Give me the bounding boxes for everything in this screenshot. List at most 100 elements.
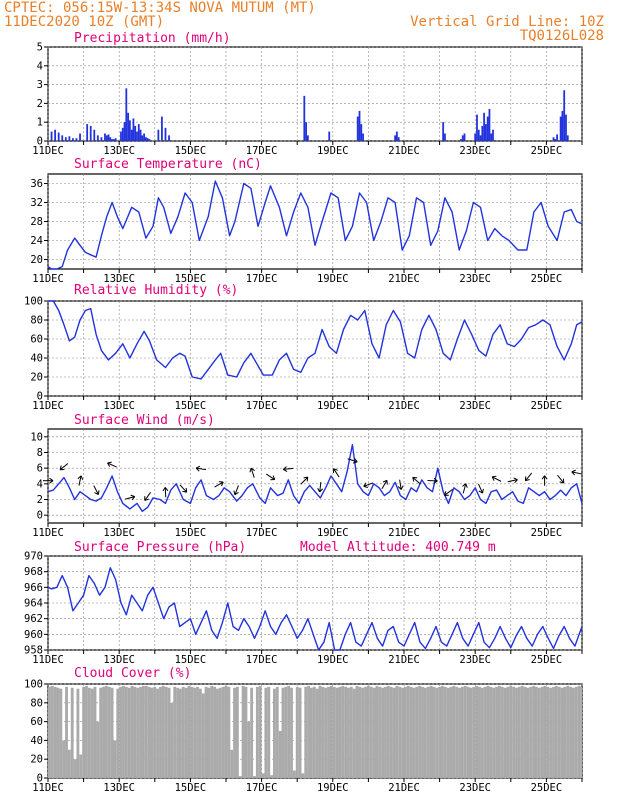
cloud-column: [580, 686, 582, 778]
precip-bar: [444, 133, 446, 141]
wind-arrow: [77, 475, 84, 486]
cloud-column: [298, 687, 302, 778]
cloud-column: [238, 776, 242, 778]
cloud-column: [495, 686, 498, 778]
cloud-column: [104, 685, 108, 778]
cloud-column: [87, 687, 91, 778]
y-tick-label: 8: [37, 447, 43, 459]
wind-arrow: [571, 469, 582, 476]
x-tick-label: 11DEC: [32, 400, 64, 412]
cloud-column: [224, 685, 228, 778]
cloud-column: [79, 754, 83, 778]
precip-bar: [395, 131, 398, 141]
y-tick-label: 2: [37, 98, 43, 110]
y-tick-label: 960: [24, 629, 43, 641]
x-tick-label: 25DEC: [531, 273, 563, 285]
cloud-column: [53, 686, 57, 778]
cloud-column: [557, 686, 561, 778]
precip-bar: [563, 90, 566, 141]
cloud-column: [107, 686, 111, 778]
cloud-column: [361, 687, 365, 778]
wind-arrow: [443, 489, 453, 496]
cloud-column: [460, 686, 464, 778]
cloud-column: [520, 685, 524, 778]
cloud-column: [113, 740, 117, 778]
cloud-column: [193, 687, 197, 778]
cloud-column: [90, 688, 94, 778]
precip-bar: [488, 109, 491, 141]
cloud-column: [204, 686, 208, 778]
cloud-column: [207, 687, 211, 778]
cloud-column: [161, 685, 165, 778]
precip-bar: [111, 139, 113, 141]
cloud-column: [449, 686, 453, 778]
wind-arrow: [524, 472, 533, 482]
precipitation-panel: Precipitation (mm/h) 0 1 2 3 4 5 11DEC 13DEC 15D…: [32, 31, 583, 157]
cloud-column: [50, 685, 54, 778]
precip-bar: [461, 135, 464, 141]
cloud-column: [480, 687, 484, 778]
cloud-cover-panel: Cloud Cover (%) 0 20 40 60 80 100 11DEC 13DEC 15…: [24, 666, 583, 794]
cloud-column: [366, 685, 370, 778]
y-tick-label: 0: [37, 391, 43, 403]
precip-bar: [356, 116, 359, 141]
cloud-column: [569, 686, 573, 778]
cloud-column: [438, 686, 442, 778]
precip-bar: [104, 133, 106, 141]
precip-bar: [460, 139, 462, 141]
cloud-column: [241, 685, 245, 778]
precip-bar: [120, 131, 122, 141]
wind-arrow: [214, 481, 224, 488]
wind-arrow: [179, 484, 188, 493]
y-tick-label: 962: [24, 613, 43, 625]
cloud-column: [509, 685, 513, 778]
x-tick-label: 11DEC: [32, 145, 64, 157]
cloud-column: [455, 686, 459, 778]
cloud-column: [253, 776, 256, 778]
cloud-column: [349, 686, 353, 778]
cloud-column: [304, 686, 308, 778]
cloud-column: [574, 686, 578, 778]
cloud-column: [301, 773, 305, 778]
x-tick-label: 19DEC: [317, 273, 349, 285]
precip-bar: [161, 116, 163, 141]
cloud-column: [164, 686, 168, 778]
cloud-column: [147, 686, 151, 778]
y-tick-label: 60: [30, 716, 43, 728]
y-tick-label: 60: [30, 334, 43, 346]
wind-panel: Surface Wind (m/s) 0 2 4 6 8 10 11DEC 13DEC 15DE…: [30, 413, 583, 539]
cloud-cover-title: Cloud Cover (%): [74, 666, 191, 681]
y-tick-label: 20: [30, 254, 43, 266]
cloud-column: [384, 686, 387, 778]
cloud-column: [409, 686, 413, 778]
cloud-column: [170, 702, 174, 778]
cloud-column: [441, 685, 444, 778]
cloud-column: [255, 686, 259, 778]
cloud-column: [435, 687, 439, 778]
cloud-column: [452, 685, 456, 778]
precip-bar: [556, 134, 558, 141]
cloud-column: [70, 687, 74, 778]
cloud-column: [532, 685, 536, 778]
cloud-column: [443, 686, 447, 778]
precip-bar: [394, 135, 396, 141]
x-tick-label: 13DEC: [103, 654, 135, 666]
x-tick-label: 23DEC: [459, 782, 491, 794]
cloud-column: [267, 686, 271, 778]
precip-bar: [93, 129, 96, 141]
cloud-column: [418, 685, 422, 778]
wind-arrow: [507, 477, 518, 484]
precip-bar: [109, 137, 112, 141]
cloud-column: [312, 686, 316, 778]
cloud-column: [65, 686, 68, 778]
cloud-column: [310, 687, 313, 778]
wind-arrow: [162, 487, 169, 498]
cloud-column: [577, 685, 581, 778]
wind-arrow: [59, 463, 69, 471]
precip-bar: [50, 131, 53, 141]
x-tick-label: 17DEC: [246, 400, 278, 412]
x-tick-label: 19DEC: [317, 527, 349, 539]
model-altitude-label: Model Altitude: 400.749 m: [300, 540, 496, 555]
cloud-column: [99, 687, 103, 778]
